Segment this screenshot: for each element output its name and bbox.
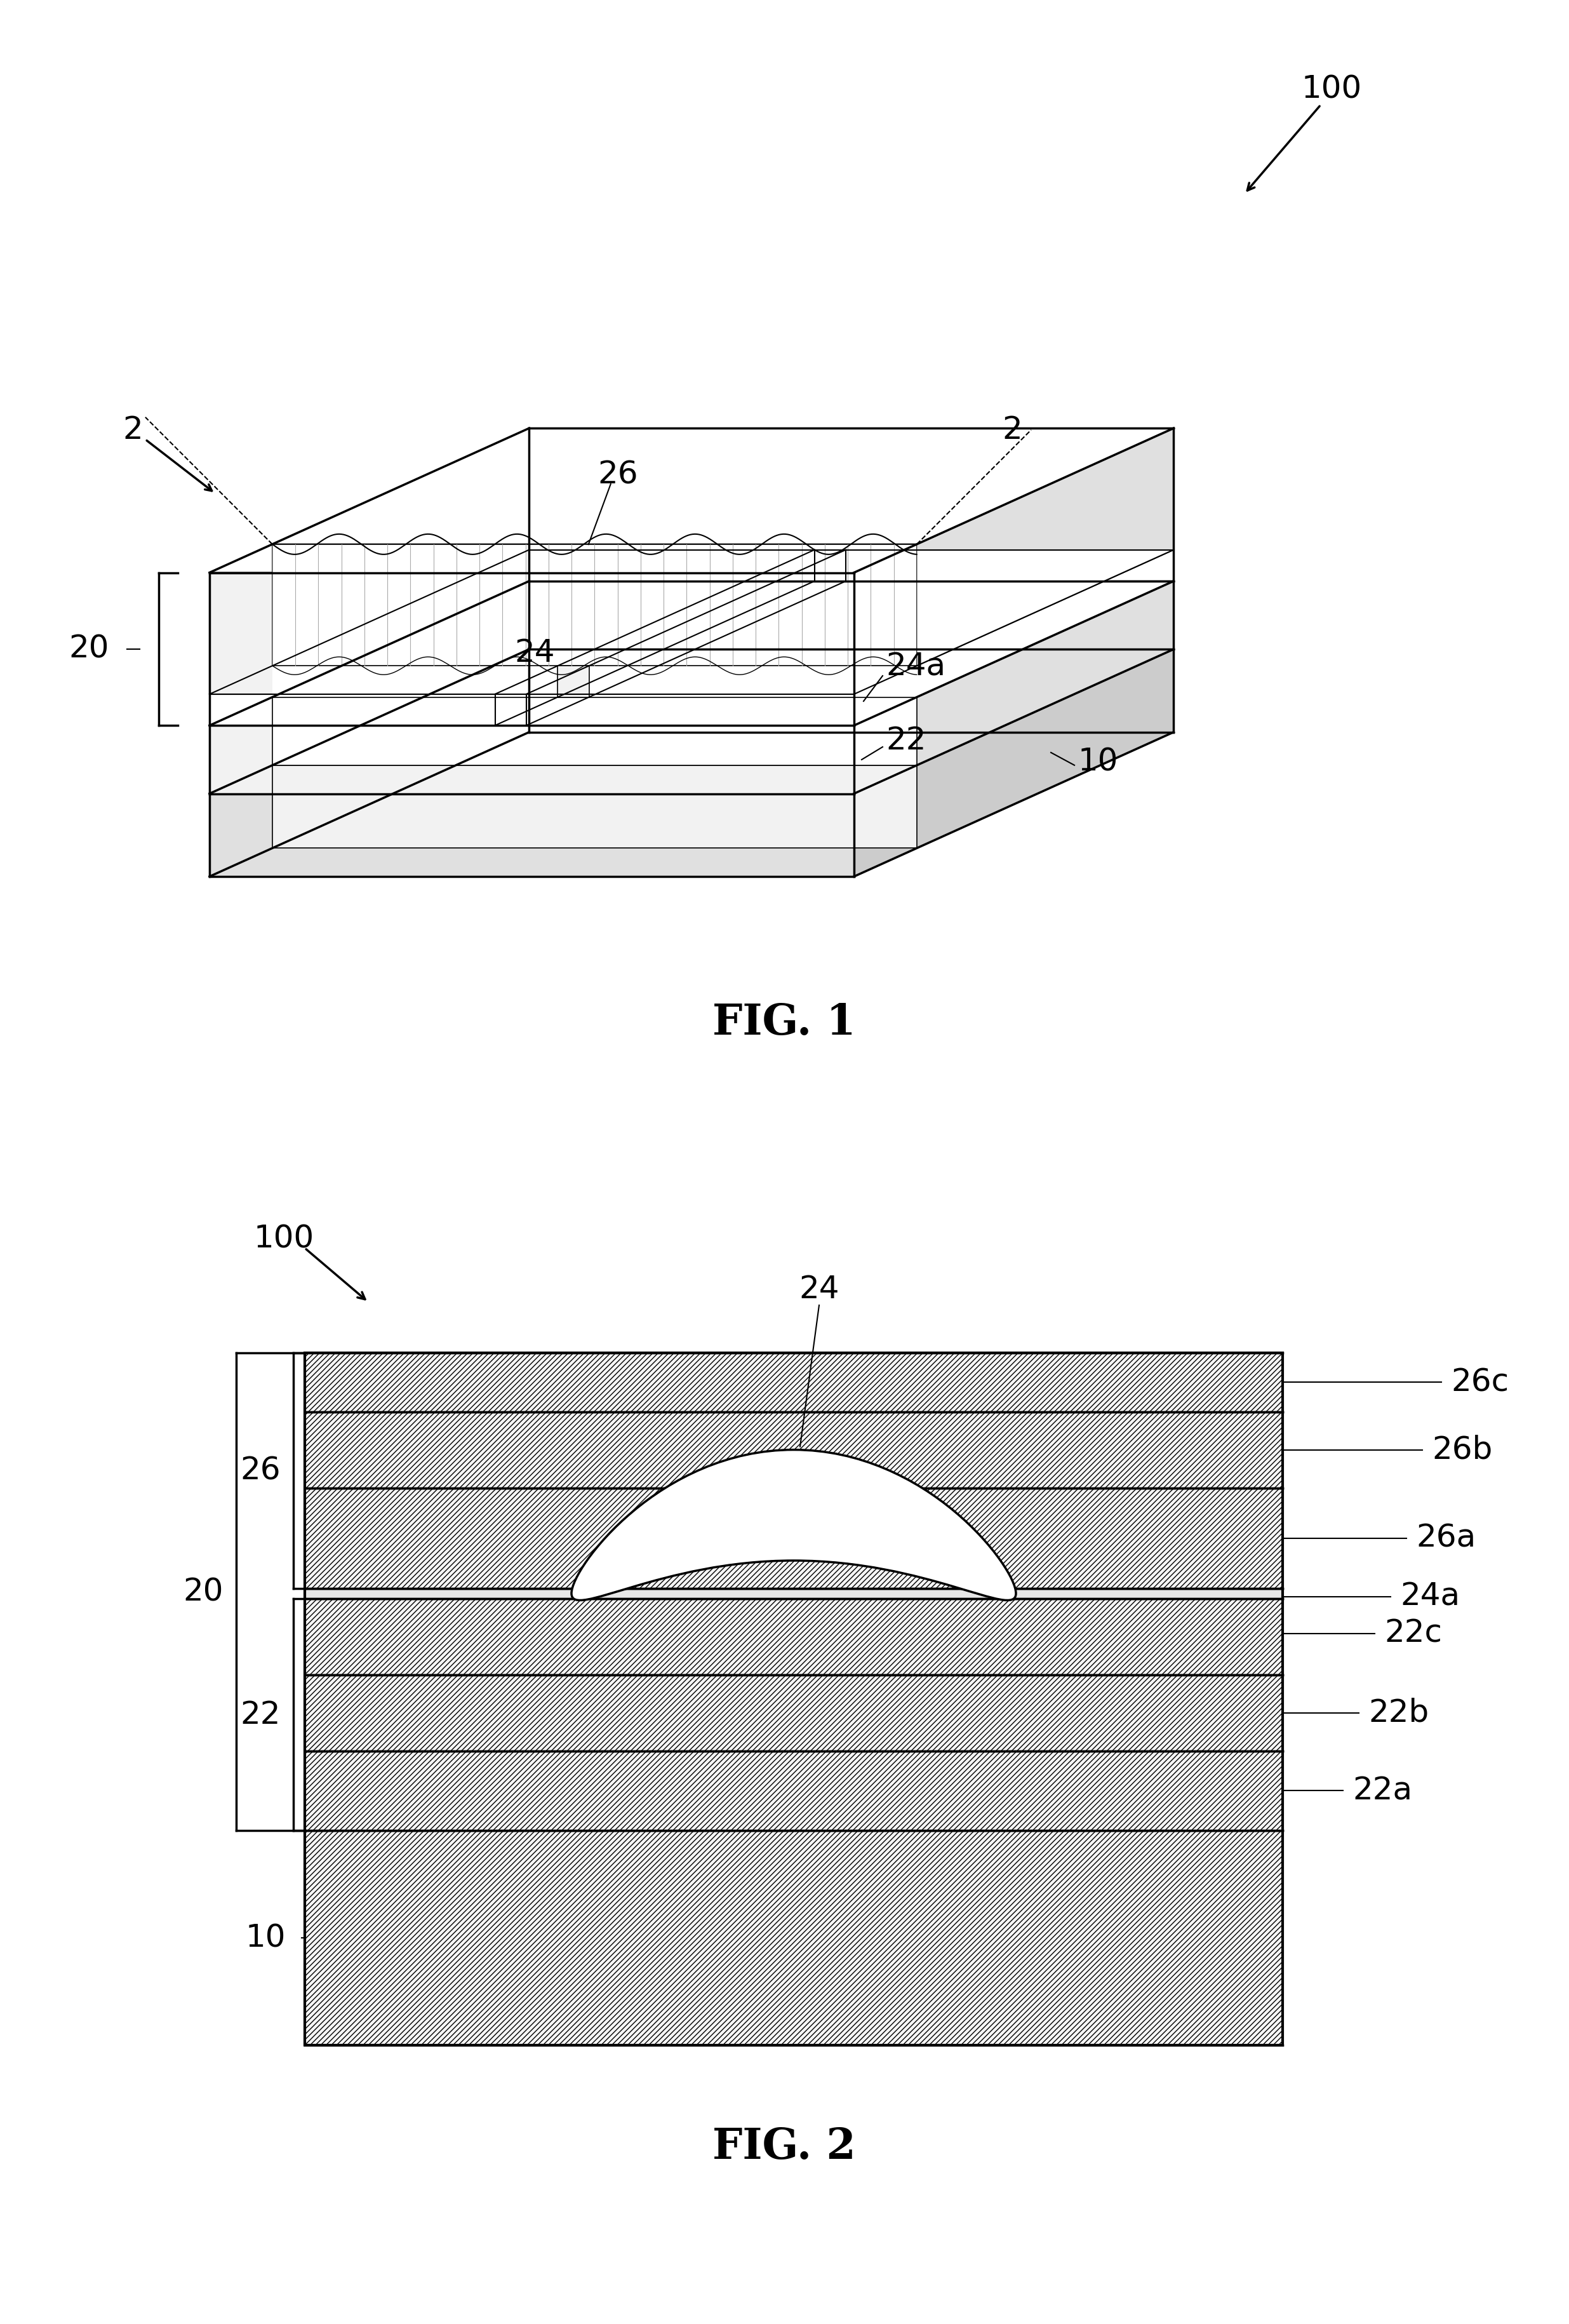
Polygon shape bbox=[273, 697, 916, 765]
Text: 24: 24 bbox=[515, 637, 555, 669]
Bar bbox=[304, 1587, 1282, 1599]
Polygon shape bbox=[494, 581, 846, 725]
Text: 26b: 26b bbox=[1432, 1434, 1492, 1464]
Text: 24a: 24a bbox=[1400, 1580, 1459, 1613]
Bar bbox=[304, 1676, 1282, 1750]
Text: 10: 10 bbox=[245, 1922, 286, 1952]
Polygon shape bbox=[273, 765, 916, 848]
Text: 22: 22 bbox=[886, 725, 926, 755]
Text: 22c: 22c bbox=[1384, 1618, 1442, 1648]
Text: 22b: 22b bbox=[1368, 1697, 1429, 1729]
Text: 26c: 26c bbox=[1451, 1367, 1509, 1397]
Polygon shape bbox=[494, 551, 846, 695]
Text: 22a: 22a bbox=[1352, 1776, 1412, 1806]
Polygon shape bbox=[273, 428, 1174, 544]
Polygon shape bbox=[210, 581, 1174, 725]
Polygon shape bbox=[210, 792, 854, 876]
Bar bbox=[304, 1353, 1282, 2045]
Text: 20: 20 bbox=[69, 634, 110, 665]
Text: 26: 26 bbox=[240, 1455, 281, 1485]
Text: 2: 2 bbox=[122, 414, 143, 446]
Polygon shape bbox=[526, 551, 846, 725]
Polygon shape bbox=[529, 428, 1174, 551]
Polygon shape bbox=[854, 648, 1174, 876]
Text: 22: 22 bbox=[240, 1699, 281, 1729]
Text: FIG. 1: FIG. 1 bbox=[712, 1002, 855, 1043]
Text: 24a: 24a bbox=[886, 651, 946, 681]
Polygon shape bbox=[529, 648, 1174, 732]
Text: 20: 20 bbox=[184, 1576, 223, 1606]
Text: 26: 26 bbox=[598, 460, 639, 490]
Text: 2: 2 bbox=[1003, 414, 1021, 446]
PathPatch shape bbox=[571, 1450, 1017, 1601]
Bar bbox=[304, 1831, 1282, 2045]
Polygon shape bbox=[210, 648, 1174, 792]
Bar bbox=[304, 1411, 1282, 1487]
Text: 26a: 26a bbox=[1415, 1522, 1476, 1552]
Text: 100: 100 bbox=[254, 1222, 314, 1253]
Polygon shape bbox=[210, 544, 916, 572]
Bar bbox=[304, 1599, 1282, 1676]
Polygon shape bbox=[273, 544, 916, 665]
Bar bbox=[304, 1487, 1282, 1587]
Text: 10: 10 bbox=[1078, 746, 1117, 776]
Polygon shape bbox=[854, 581, 1174, 792]
Text: 24: 24 bbox=[799, 1274, 839, 1304]
Text: 100: 100 bbox=[1302, 74, 1362, 105]
Polygon shape bbox=[210, 572, 854, 695]
Bar bbox=[304, 1750, 1282, 1831]
Polygon shape bbox=[273, 551, 1174, 665]
Polygon shape bbox=[494, 551, 814, 725]
Polygon shape bbox=[529, 581, 1174, 648]
Polygon shape bbox=[557, 665, 588, 697]
Bar bbox=[304, 1353, 1282, 1411]
Polygon shape bbox=[210, 725, 854, 792]
Polygon shape bbox=[916, 428, 1174, 665]
Polygon shape bbox=[273, 544, 916, 765]
Text: FIG. 2: FIG. 2 bbox=[712, 2126, 855, 2168]
